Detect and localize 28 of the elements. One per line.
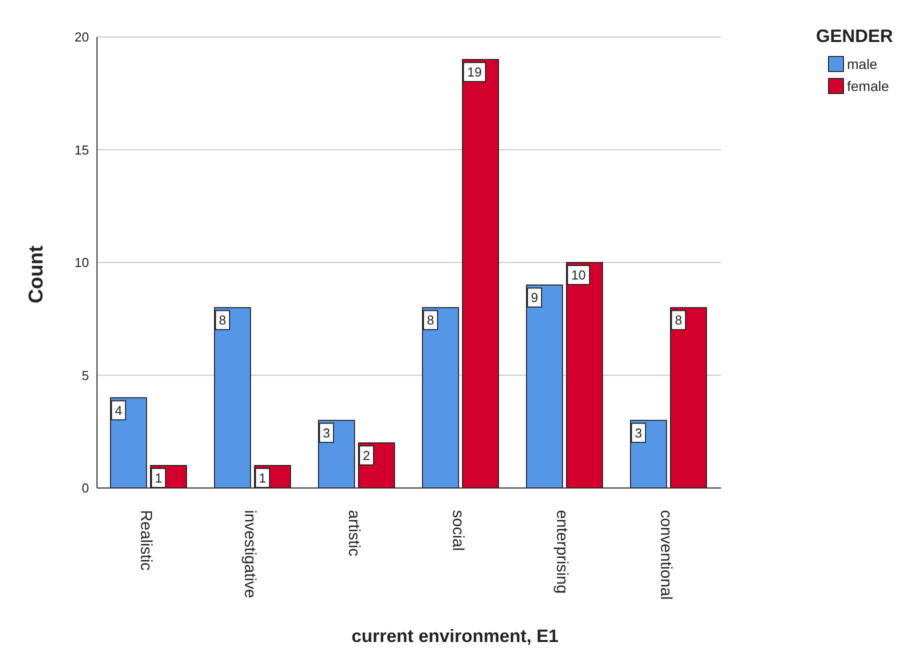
y-tick-label: 0 [82, 480, 89, 496]
data-label: 8 [674, 312, 682, 328]
legend-title: GENDER [816, 26, 894, 47]
data-label: 8 [426, 312, 434, 328]
y-tick-label: 20 [74, 30, 89, 45]
data-label: 2 [362, 448, 370, 463]
data-label: 10 [571, 268, 586, 282]
y-tick-label: 10 [74, 255, 89, 270]
data-label: 8 [218, 312, 226, 328]
legend-label: female [846, 77, 890, 96]
x-axis-title: current environment, E1 [350, 626, 560, 647]
y-tick-label: 5 [82, 368, 89, 383]
x-tick-label: Realistic [137, 510, 154, 570]
data-label: 4 [114, 402, 122, 418]
data-label: 1 [154, 470, 162, 486]
legend-label: male [846, 55, 878, 74]
y-axis-title: Count [25, 246, 48, 304]
x-tick-label: enterprising [553, 510, 570, 594]
y-tick-label: 15 [74, 142, 89, 158]
data-label: 19 [467, 64, 482, 80]
data-label: 3 [322, 425, 330, 440]
data-label: 1 [258, 470, 266, 486]
x-tick-label: artistic [345, 510, 362, 556]
x-tick-label: social [449, 510, 466, 551]
x-tick-label: conventional [657, 510, 674, 600]
data-label: 3 [634, 425, 642, 440]
data-label: 9 [530, 290, 538, 306]
x-tick-label: investigative [241, 510, 258, 598]
